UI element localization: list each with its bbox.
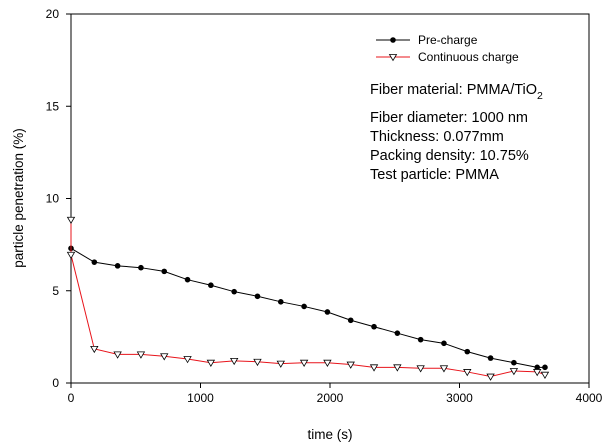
data-point xyxy=(534,364,540,371)
data-point xyxy=(183,356,192,364)
x-tick-label: 1000 xyxy=(187,391,214,405)
plot-area xyxy=(70,13,590,384)
data-point xyxy=(66,216,76,225)
data-point xyxy=(138,264,144,271)
thickness-note: Thickness: 0.077mm xyxy=(370,129,504,145)
fiber-diameter-note: Fiber diameter: 1000 nm xyxy=(370,110,528,126)
fiber-material-subscript: 2 xyxy=(537,90,543,102)
y-tick-label: 0 xyxy=(52,376,59,390)
data-point xyxy=(533,369,542,377)
data-point xyxy=(394,330,401,336)
plot-frame xyxy=(70,13,590,384)
data-point xyxy=(206,359,216,367)
x-tick-label: 3000 xyxy=(446,391,473,405)
x-axis-title: time (s) xyxy=(308,427,353,442)
data-point xyxy=(509,368,519,376)
data-point xyxy=(346,361,355,369)
data-point xyxy=(136,351,146,359)
y-tick-label: 20 xyxy=(46,7,60,21)
data-point xyxy=(208,282,214,289)
data-point xyxy=(113,351,122,359)
data-point xyxy=(231,288,237,295)
data-point xyxy=(542,364,548,371)
data-point xyxy=(161,268,168,275)
data-point xyxy=(324,309,331,315)
data-point xyxy=(463,369,472,377)
legend: Pre-charge Continuous charge xyxy=(376,33,519,64)
data-point xyxy=(417,336,424,343)
data-point xyxy=(254,293,261,300)
data-point xyxy=(486,373,495,381)
series-pre-charge xyxy=(68,245,548,371)
data-point xyxy=(511,359,517,366)
packing-density-note: Packing density: 10.75% xyxy=(370,148,529,164)
data-point xyxy=(393,364,402,372)
legend-label-pre-charge: Pre-charge xyxy=(418,33,478,47)
series-continuous-charge xyxy=(66,216,550,381)
data-point xyxy=(441,340,447,347)
data-point xyxy=(439,365,449,373)
data-point xyxy=(229,357,239,366)
fiber-material-note: Fiber material: PMMA/TiO2 xyxy=(370,82,543,102)
data-point xyxy=(487,355,494,361)
x-axis: 0 1000 2000 3000 4000 xyxy=(68,383,603,405)
data-point xyxy=(301,303,307,310)
series-layer xyxy=(66,216,550,381)
x-tick-label: 0 xyxy=(68,391,75,405)
data-point xyxy=(184,276,191,283)
legend-marker-pre-charge xyxy=(390,37,396,43)
x-tick-label: 4000 xyxy=(576,391,603,405)
legend-label-continuous-charge: Continuous charge xyxy=(418,50,519,64)
data-point xyxy=(277,299,284,305)
legend-marker-continuous-charge xyxy=(388,54,398,62)
fiber-material-text: Fiber material: PMMA/TiO xyxy=(370,82,537,98)
test-particle-note: Test particle: PMMA xyxy=(370,167,499,183)
x-tick-label: 2000 xyxy=(317,391,344,405)
data-point xyxy=(276,360,285,368)
y-tick-label: 15 xyxy=(46,99,60,113)
data-point xyxy=(371,323,377,330)
data-point xyxy=(347,317,354,324)
y-tick-label: 5 xyxy=(52,284,59,298)
data-point xyxy=(253,358,262,367)
data-point xyxy=(90,345,99,354)
y-tick-label: 10 xyxy=(46,192,60,206)
data-point xyxy=(464,348,471,355)
y-axis: 0 5 10 15 20 xyxy=(46,7,71,390)
data-point xyxy=(369,364,379,372)
data-point xyxy=(66,251,76,260)
series-line xyxy=(70,247,545,368)
data-point xyxy=(91,259,98,265)
data-point xyxy=(540,371,550,379)
data-point xyxy=(114,263,121,269)
data-point xyxy=(323,359,332,367)
annotation-block: Fiber material: PMMA/TiO2 Fiber diameter… xyxy=(370,82,543,183)
y-axis-title: particle penetration (%) xyxy=(11,128,26,268)
data-point xyxy=(160,353,169,361)
data-point xyxy=(416,365,425,373)
data-point xyxy=(299,359,309,367)
